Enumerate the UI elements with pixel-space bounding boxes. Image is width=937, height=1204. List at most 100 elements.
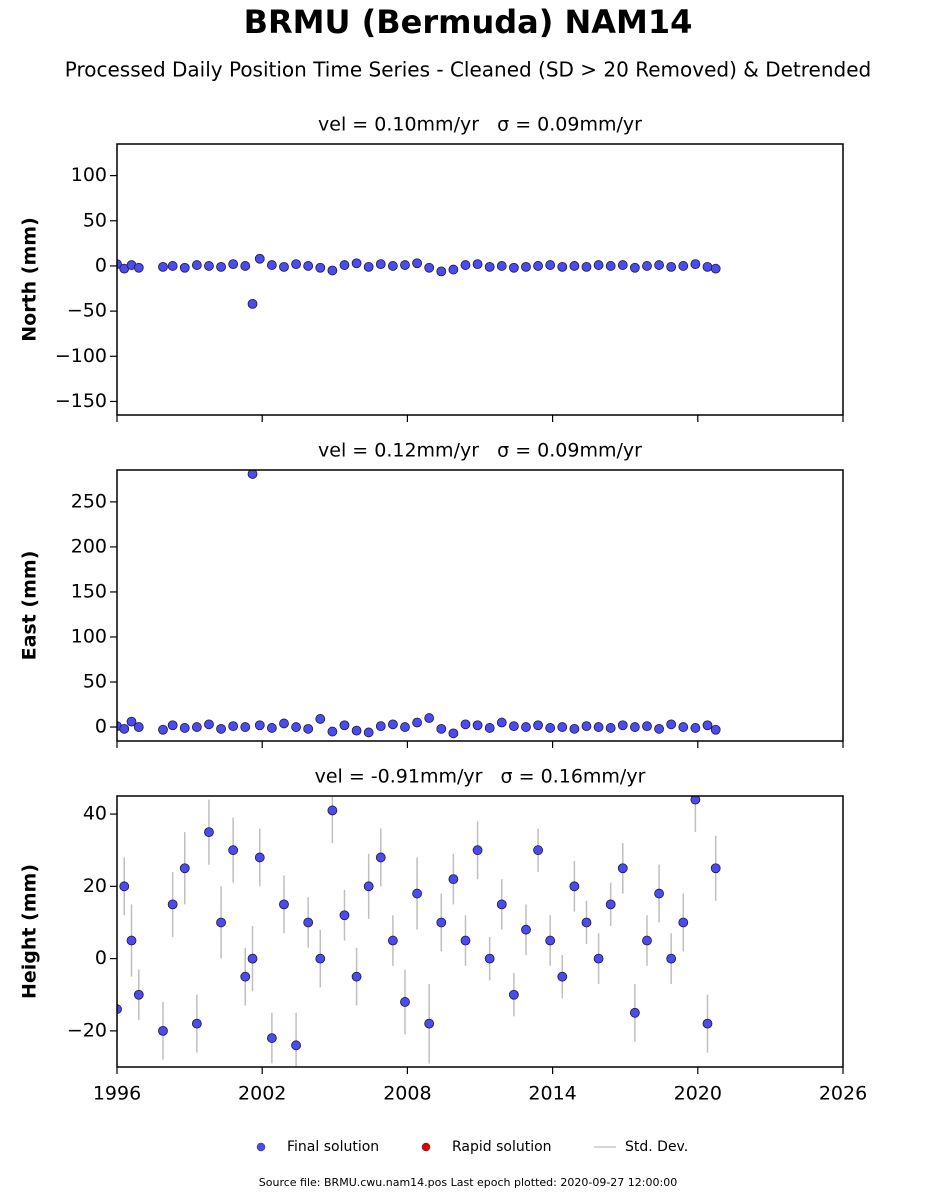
data-point: [400, 722, 410, 732]
data-point: [593, 260, 604, 270]
data-point: [424, 262, 435, 273]
data-point: [387, 261, 398, 271]
data-point: [167, 720, 178, 731]
y-tick-label: 50: [83, 671, 107, 693]
data-point: [303, 261, 314, 271]
data-point: [593, 953, 604, 964]
data-point: [678, 917, 689, 928]
data-point: [666, 719, 677, 730]
data-point: [617, 260, 628, 270]
data-point: [412, 717, 422, 728]
data-point: [496, 717, 507, 728]
data-point: [167, 261, 178, 271]
data-point: [254, 720, 265, 731]
data-point: [690, 796, 701, 805]
y-tick-label: 0: [95, 947, 107, 969]
y-tick-label: 100: [71, 164, 107, 186]
y-tick-label: −100: [55, 345, 107, 367]
data-point: [375, 259, 386, 270]
panel-title: vel = -0.91mm/yr σ = 0.16mm/yr: [315, 766, 646, 788]
data-point: [327, 805, 338, 816]
data-point: [315, 714, 326, 724]
data-point: [460, 935, 471, 946]
data-point: [436, 266, 447, 277]
data-point: [228, 721, 239, 732]
plot-frame: [116, 795, 844, 1068]
data-point: [702, 720, 713, 731]
data-point: [191, 1018, 202, 1029]
x-tick-label: 1996: [93, 1083, 141, 1105]
data-point: [179, 723, 190, 733]
data-point: [533, 845, 543, 856]
data-point: [448, 874, 459, 885]
data-point: [533, 720, 543, 731]
data-point: [351, 258, 362, 269]
data-point: [496, 899, 507, 910]
plot-frame: [116, 143, 844, 416]
data-point: [484, 261, 495, 272]
data-point: [266, 1033, 277, 1043]
data-point: [400, 997, 410, 1007]
data-point: [339, 910, 350, 921]
data-point: [484, 723, 495, 733]
data-point: [279, 718, 289, 729]
data-point: [569, 723, 580, 734]
data-point: [191, 722, 202, 732]
data-point: [460, 260, 471, 270]
data-point: [363, 881, 374, 892]
plot-frame: [116, 469, 844, 742]
data-point: [666, 261, 677, 272]
y-axis-label: North (mm): [19, 217, 41, 342]
data-point: [521, 722, 531, 732]
data-point: [240, 971, 251, 982]
y-tick-label: 0: [95, 716, 107, 738]
data-point: [315, 262, 326, 273]
plot-area: [117, 796, 721, 1067]
data-point: [557, 261, 568, 272]
y-axis-label: Height (mm): [19, 864, 41, 999]
data-point: [521, 924, 531, 935]
data-point: [291, 1040, 301, 1051]
data-point: [216, 723, 226, 734]
data-point: [247, 298, 258, 309]
data-point: [375, 721, 386, 732]
data-point: [179, 863, 190, 874]
data-point: [460, 719, 471, 730]
y-axis-label: East (mm): [19, 551, 41, 661]
data-point: [291, 259, 301, 270]
data-point: [126, 935, 137, 946]
legend-label: Rapid solution: [452, 1139, 552, 1155]
data-point: [545, 935, 556, 946]
x-tick-label: 2020: [674, 1083, 722, 1105]
y-tick-label: 200: [71, 535, 107, 557]
data-point: [254, 253, 265, 264]
data-point: [158, 724, 168, 735]
data-point: [569, 881, 580, 892]
data-point: [605, 261, 616, 271]
y-tick-label: 50: [83, 209, 107, 231]
figure-subtitle: Processed Daily Position Time Series - C…: [65, 58, 871, 82]
data-point: [327, 265, 338, 276]
data-point: [412, 258, 422, 269]
data-point: [508, 989, 519, 1000]
data-point: [216, 261, 226, 272]
data-point: [412, 888, 422, 899]
data-point: [642, 721, 652, 732]
data-point: [191, 260, 202, 270]
data-point: [327, 726, 338, 737]
data-point: [702, 261, 713, 272]
data-point: [339, 260, 350, 270]
data-point: [581, 721, 592, 732]
x-tick-label: 2014: [528, 1083, 576, 1105]
y-tick-label: −50: [67, 300, 107, 322]
data-point: [436, 723, 447, 734]
data-point: [387, 935, 398, 946]
data-point: [690, 259, 701, 270]
y-tick-label: −150: [55, 390, 107, 412]
data-point: [472, 259, 483, 270]
data-point: [387, 719, 398, 730]
data-point: [710, 863, 721, 874]
data-point: [133, 262, 144, 273]
data-point: [351, 725, 362, 736]
data-point: [581, 917, 592, 928]
